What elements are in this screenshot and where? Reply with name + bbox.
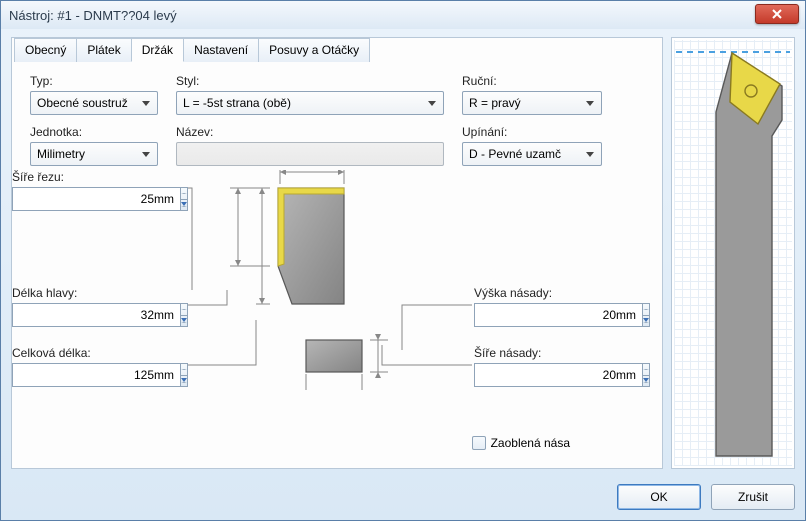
tabstrip: Obecný Plátek Držák Nastavení Posuvy a O… (14, 37, 369, 61)
vyska-nasady-up[interactable] (643, 304, 649, 316)
jednotka-label: Jednotka: (30, 125, 158, 139)
sire-nasady-label: Šíře násady: (474, 346, 606, 360)
sire-nasady-down[interactable] (643, 376, 649, 387)
diagram-area: Šíře řezu: Délka hlavy: (12, 170, 662, 468)
rucni-label: Ruční: (462, 74, 602, 88)
sire-nasady-spinner[interactable] (474, 363, 606, 387)
window-title: Nástroj: #1 - DNMT??04 levý (9, 8, 177, 23)
tab-body: Typ: Obecné soustruž Styl: L = -5st stra… (12, 60, 662, 468)
tab-nastaveni[interactable]: Nastavení (183, 38, 259, 62)
tab-posuvy[interactable]: Posuvy a Otáčky (258, 38, 370, 62)
celkova-delka-down[interactable] (181, 376, 187, 387)
preview-panel (671, 37, 795, 469)
titlebar: Nástroj: #1 - DNMT??04 levý (1, 1, 805, 29)
nazev-label: Název: (176, 125, 444, 139)
sire-rezu-label: Šíře řezu: (12, 170, 144, 184)
jednotka-dropdown[interactable]: Milimetry (30, 142, 158, 166)
typ-label: Typ: (30, 74, 158, 88)
tab-panel: Obecný Plátek Držák Nastavení Posuvy a O… (11, 37, 663, 469)
delka-hlavy-input[interactable] (12, 303, 180, 327)
styl-dropdown[interactable]: L = -5st strana (obě) (176, 91, 444, 115)
close-icon (771, 8, 783, 20)
celkova-delka-input[interactable] (12, 363, 180, 387)
celkova-delka-spinner[interactable] (12, 363, 144, 387)
sire-rezu-down[interactable] (181, 200, 187, 211)
preview-tool (672, 38, 796, 470)
styl-label: Styl: (176, 74, 444, 88)
delka-hlavy-down[interactable] (181, 316, 187, 327)
delka-hlavy-label: Délka hlavy: (12, 286, 144, 300)
sire-nasady-up[interactable] (643, 364, 649, 376)
sire-rezu-input[interactable] (12, 187, 180, 211)
vyska-nasady-spinner[interactable] (474, 303, 606, 327)
dialog-buttons: OK Zrušit (617, 484, 795, 510)
celkova-delka-label: Celková délka: (12, 346, 144, 360)
tool-dialog: Nástroj: #1 - DNMT??04 levý Obecný Pláte… (0, 0, 806, 521)
content-area: Obecný Plátek Držák Nastavení Posuvy a O… (11, 37, 795, 510)
celkova-delka-up[interactable] (181, 364, 187, 376)
cancel-button[interactable]: Zrušit (711, 484, 795, 510)
delka-hlavy-up[interactable] (181, 304, 187, 316)
vyska-nasady-label: Výška násady: (474, 286, 606, 300)
nazev-input[interactable] (176, 142, 444, 166)
delka-hlavy-spinner[interactable] (12, 303, 144, 327)
tab-obecny[interactable]: Obecný (14, 38, 77, 62)
upinani-dropdown[interactable]: D - Pevné uzamč (462, 142, 602, 166)
tab-drzak[interactable]: Držák (131, 38, 184, 62)
close-button[interactable] (755, 4, 799, 24)
vyska-nasady-down[interactable] (643, 316, 649, 327)
sire-rezu-spinner[interactable] (12, 187, 144, 211)
typ-dropdown[interactable]: Obecné soustruž (30, 91, 158, 115)
sire-nasady-input[interactable] (474, 363, 642, 387)
vyska-nasady-input[interactable] (474, 303, 642, 327)
tab-platek[interactable]: Plátek (76, 38, 131, 62)
zaoblena-row[interactable]: Zaoblená nása (472, 436, 570, 450)
ok-button[interactable]: OK (617, 484, 701, 510)
upinani-label: Upínání: (462, 125, 602, 139)
zaoblena-label: Zaoblená nása (491, 436, 570, 450)
sire-rezu-up[interactable] (181, 188, 187, 200)
zaoblena-checkbox[interactable] (472, 436, 486, 450)
rucni-dropdown[interactable]: R = pravý (462, 91, 602, 115)
